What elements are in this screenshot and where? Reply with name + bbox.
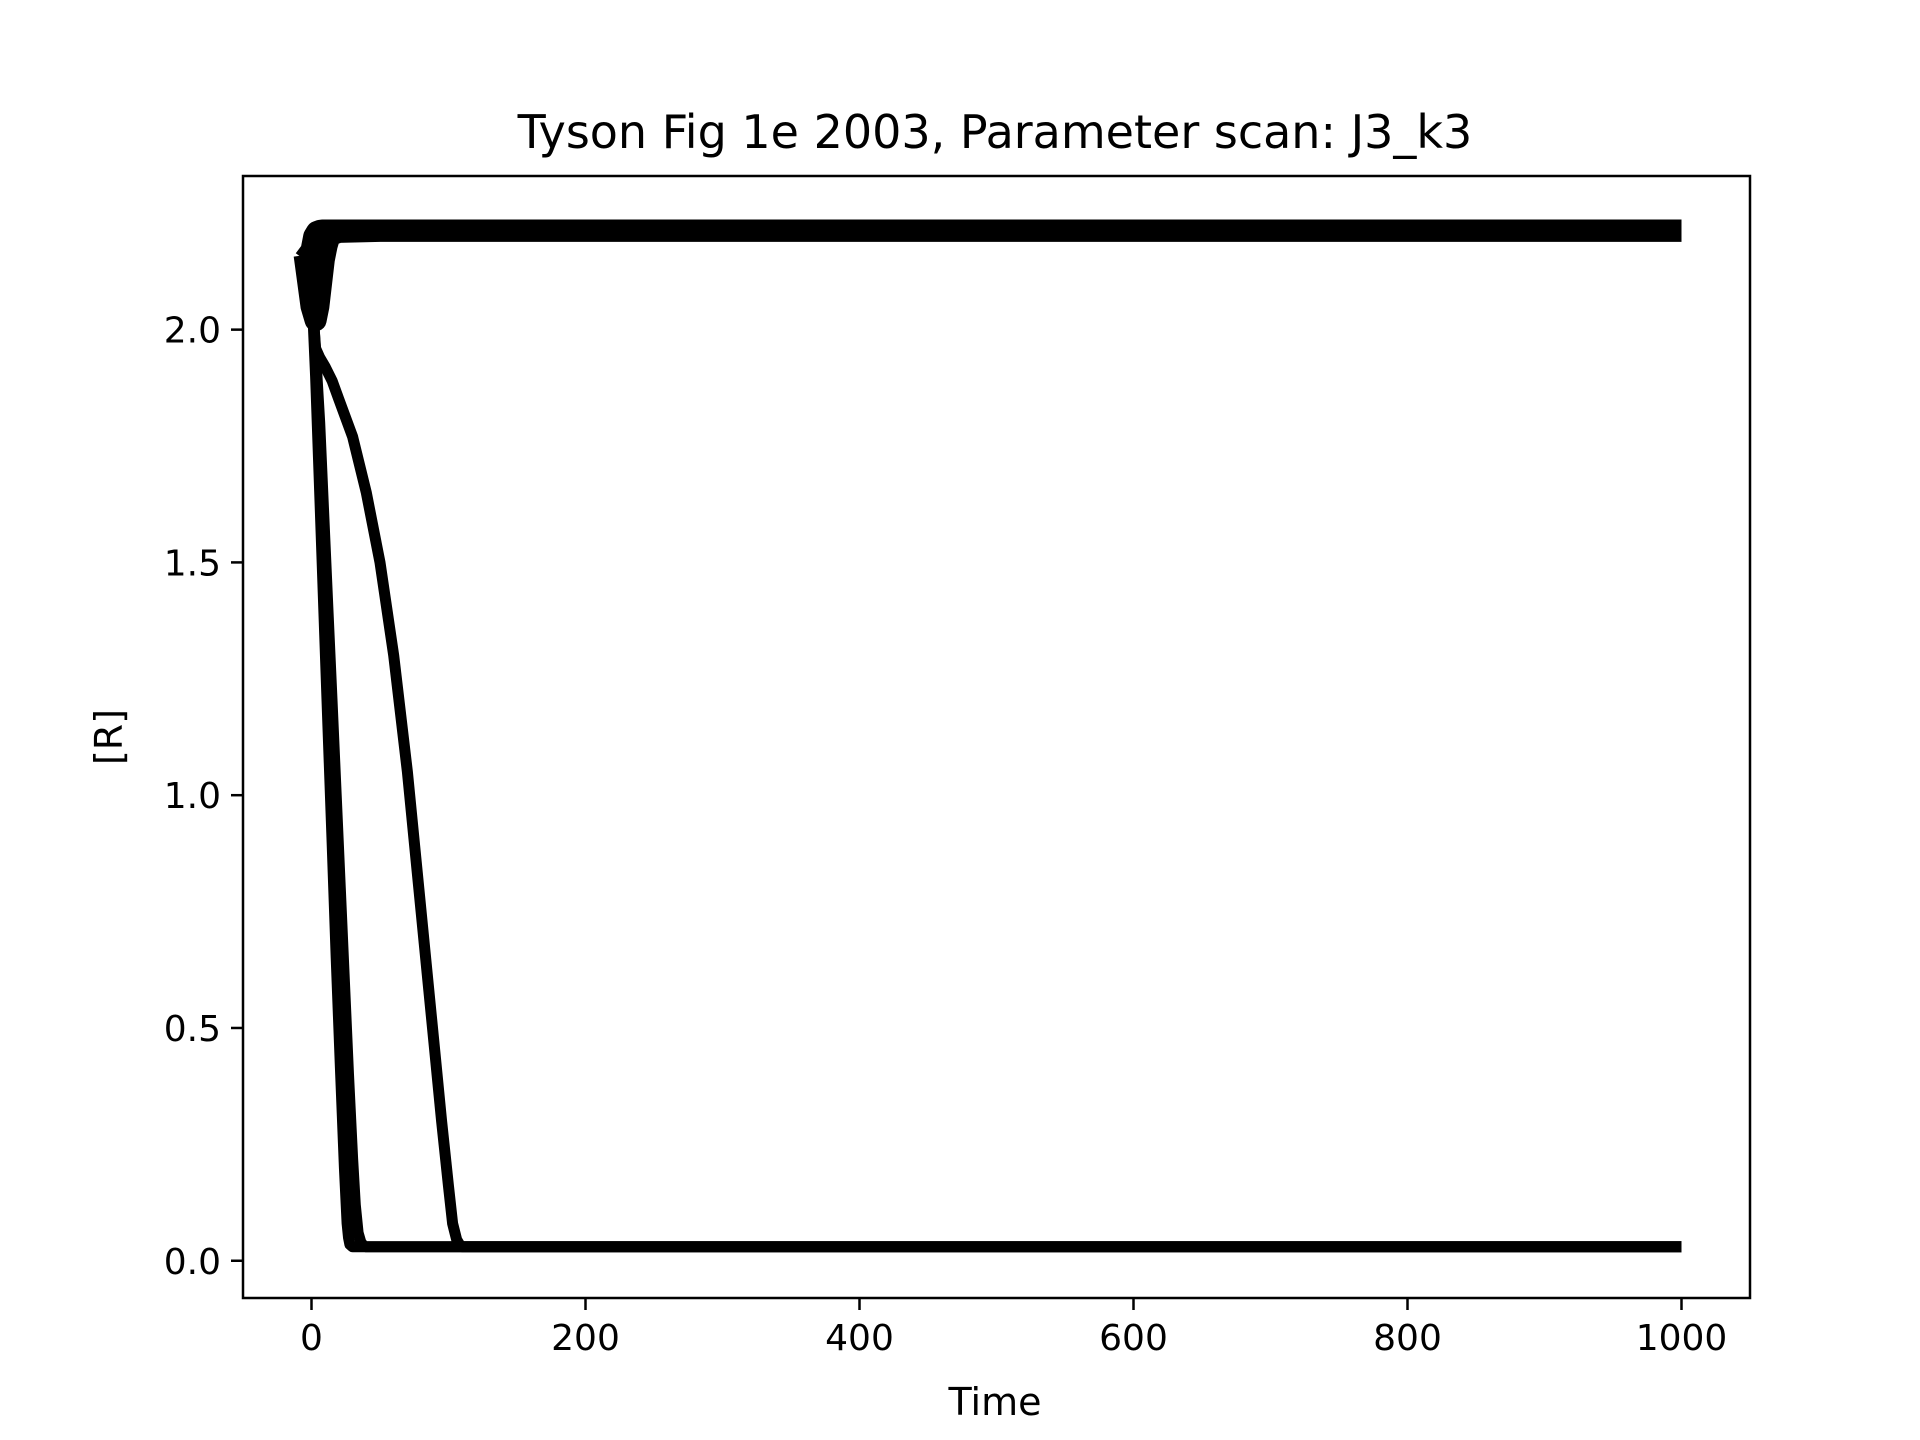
x-tick-label: 800 bbox=[1373, 1318, 1442, 1359]
series-line-7 bbox=[299, 258, 1682, 1253]
y-tick-label: 1.5 bbox=[164, 543, 221, 584]
plot-frame bbox=[241, 174, 1752, 1300]
x-axis-label: Time bbox=[948, 1380, 1042, 1424]
y-tick-label: 1.0 bbox=[164, 776, 221, 817]
series-line-4 bbox=[293, 219, 1682, 332]
x-tick-label: 0 bbox=[300, 1318, 323, 1359]
x-tick-label: 1000 bbox=[1636, 1318, 1728, 1359]
y-axis-label: [R] bbox=[87, 709, 131, 765]
x-tick-label: 200 bbox=[551, 1318, 620, 1359]
y-tick-label: 0.0 bbox=[164, 1242, 221, 1283]
chart-title: Tyson Fig 1e 2003, Parameter scan: J3_k3 bbox=[517, 105, 1473, 159]
x-tick-label: 400 bbox=[825, 1318, 894, 1359]
x-tick-label: 600 bbox=[1099, 1318, 1168, 1359]
y-axis: 0.0 0.5 1.0 1.5 2.0 bbox=[164, 311, 243, 1283]
series-line-5 bbox=[299, 258, 1682, 1253]
series-line-6 bbox=[299, 258, 1682, 1253]
plot-series bbox=[293, 219, 1682, 1253]
y-tick-label: 2.0 bbox=[164, 311, 221, 352]
x-axis: 0 200 400 600 800 1000 bbox=[300, 1298, 1727, 1359]
y-tick-label: 0.5 bbox=[164, 1009, 221, 1050]
